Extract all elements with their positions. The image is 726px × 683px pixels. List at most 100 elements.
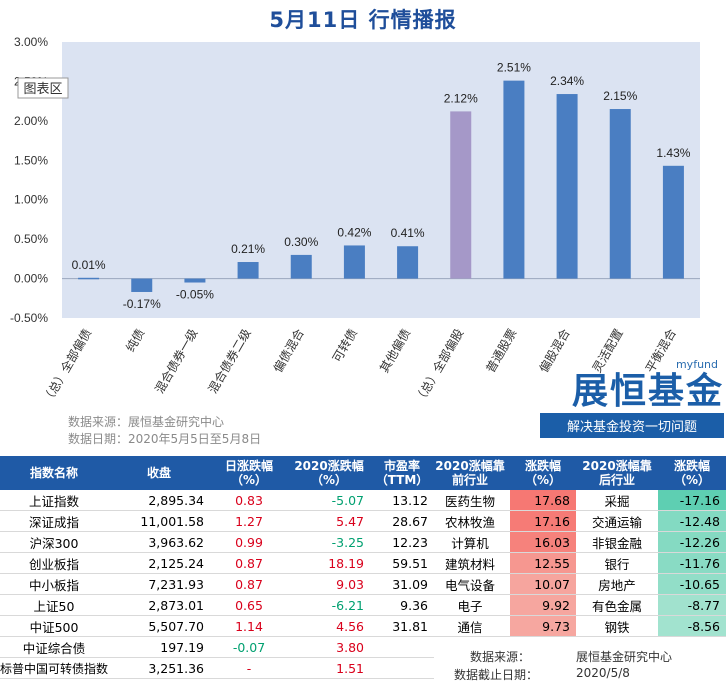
daily-change-cell: 0.65 [210, 594, 289, 616]
chart-area-tag-box [17, 77, 69, 99]
logo-wordmark: 展恒基金 [571, 371, 724, 412]
index-name-cell: 中证500 [0, 615, 109, 637]
daily-change-cell: - [210, 657, 289, 679]
table-row: 计算机 16.03 非银金融 -12.26 [430, 531, 726, 553]
bar [343, 245, 365, 279]
x-category-label: 混合债券二级 [205, 326, 254, 396]
logo-slogan: 解决基金投资一切问题 [540, 413, 724, 438]
close-cell: 5,507.70 [108, 615, 211, 637]
bottom-industry-cell: 非银金融 [576, 531, 658, 553]
bottom-industry-cell: 房地产 [576, 573, 658, 595]
data-label: 0.30% [284, 235, 318, 249]
close-cell: 2,125.24 [108, 552, 211, 574]
col-header-pe: 市盈率（TTM） [370, 456, 435, 490]
top-change-cell: 17.68 [510, 490, 576, 511]
pe-cell: 31.81 [370, 615, 435, 637]
x-category-label: （总）全部偏债 [39, 326, 94, 406]
ytd-change-cell: 18.19 [288, 552, 371, 574]
index-name-cell: 创业板指 [0, 552, 109, 574]
bottom-change-cell: -8.56 [658, 615, 726, 637]
logo-tagline: myfund [675, 358, 718, 371]
bar [662, 165, 684, 279]
table-row: 通信 9.73 钢铁 -8.56 [430, 615, 726, 637]
bar [397, 246, 419, 279]
data-label: 0.42% [337, 225, 371, 239]
table-row: 创业板指 2,125.24 0.87 18.19 59.51 [0, 552, 435, 574]
footer-date-value: 2020/5/8 [576, 666, 630, 680]
top-change-cell: 9.73 [510, 615, 576, 637]
industry-table: 2020涨幅靠前行业 涨跌幅（%） 2020涨幅靠后行业 涨跌幅（%） 医药生物… [430, 456, 726, 637]
bottom-industry-cell: 银行 [576, 552, 658, 574]
col-header-top-change: 涨跌幅（%） [510, 456, 576, 490]
ytd-change-cell: -3.25 [288, 531, 371, 553]
data-label: 2.51% [497, 61, 531, 75]
top-industry-cell: 通信 [430, 615, 510, 637]
table-row: 中小板指 7,231.93 0.87 9.03 31.09 [0, 573, 435, 595]
top-change-cell: 17.16 [510, 510, 576, 532]
table-row: 农林牧渔 17.16 交通运输 -12.48 [430, 510, 726, 532]
table-row: 电子 9.92 有色金属 -8.77 [430, 594, 726, 616]
data-label: -0.05% [176, 288, 214, 302]
x-category-label: 纯债 [123, 327, 147, 355]
bottom-change-cell: -11.76 [658, 552, 726, 574]
close-cell: 2,873.01 [108, 594, 211, 616]
bottom-change-cell: -17.16 [658, 490, 726, 511]
data-label: 0.01% [72, 258, 106, 272]
date-note: 数据日期：2020年5月5日至5月8日 [68, 432, 262, 446]
daily-change-cell: 0.87 [210, 573, 289, 595]
bar [237, 262, 259, 279]
index-name-cell: 深证成指 [0, 510, 109, 532]
col-header-bottom-change: 涨跌幅（%） [658, 456, 726, 490]
table-row: 电气设备 10.07 房地产 -10.65 [430, 573, 726, 595]
table-row: 上证指数 2,895.34 0.83 -5.07 13.12 [0, 490, 435, 511]
data-label: 0.21% [231, 242, 265, 256]
table-row: 建筑材料 12.55 银行 -11.76 [430, 552, 726, 574]
ytd-change-cell: -6.21 [288, 594, 371, 616]
col-header-name: 指数名称 [0, 456, 109, 490]
bottom-industry-cell: 钢铁 [576, 615, 658, 637]
bottom-change-cell: -10.65 [658, 573, 726, 595]
col-header-daily: 日涨跌幅（%） [210, 456, 289, 490]
pe-cell: 13.12 [370, 490, 435, 511]
data-label: 2.12% [444, 91, 478, 105]
x-category-label: 普通股票 [483, 327, 519, 376]
index-name-cell: 上证指数 [0, 490, 109, 511]
data-label: 0.41% [391, 226, 425, 240]
bar [184, 278, 206, 283]
bar [450, 111, 472, 279]
bottom-industry-cell: 交通运输 [576, 510, 658, 532]
daily-change-cell: 0.87 [210, 552, 289, 574]
x-category-label: （总）全部偏股 [411, 326, 466, 406]
top-industry-cell: 建筑材料 [430, 552, 510, 574]
index-name-cell: 中小板指 [0, 573, 109, 595]
pe-cell: 9.36 [370, 594, 435, 616]
table-row: 医药生物 17.68 采掘 -17.16 [430, 490, 726, 511]
x-category-label: 其他偏债 [376, 326, 413, 375]
data-label: -0.17% [123, 297, 161, 311]
close-cell: 7,231.93 [108, 573, 211, 595]
table-row: 中证综合债 197.19 -0.07 3.80 [0, 636, 435, 658]
pe-cell [370, 636, 435, 658]
y-tick-label: 0.00% [14, 272, 48, 286]
table-row: 上证50 2,873.01 0.65 -6.21 9.36 [0, 594, 435, 616]
table-row: 中证500 5,507.70 1.14 4.56 31.81 [0, 615, 435, 637]
bar [556, 94, 578, 279]
y-tick-label: 2.00% [14, 114, 48, 128]
bar [609, 109, 631, 279]
index-name-cell: 中证综合债 [0, 636, 109, 658]
bar [503, 80, 525, 279]
top-change-cell: 12.55 [510, 552, 576, 574]
top-industry-cell: 电子 [430, 594, 510, 616]
y-tick-label: 0.50% [14, 232, 48, 246]
y-tick-label: 3.00% [14, 35, 48, 49]
close-cell: 3,963.62 [108, 531, 211, 553]
x-category-label: 可转债 [329, 326, 360, 365]
footer-source-value: 展恒基金研究中心 [576, 650, 673, 664]
daily-change-cell: 0.99 [210, 531, 289, 553]
pe-cell: 28.67 [370, 510, 435, 532]
footer-date-label: 数据截止日期： [454, 668, 539, 682]
top-industry-cell: 农林牧渔 [430, 510, 510, 532]
ytd-change-cell: 3.80 [288, 636, 371, 658]
pe-cell [370, 657, 435, 679]
y-tick-label: -0.50% [10, 311, 48, 325]
